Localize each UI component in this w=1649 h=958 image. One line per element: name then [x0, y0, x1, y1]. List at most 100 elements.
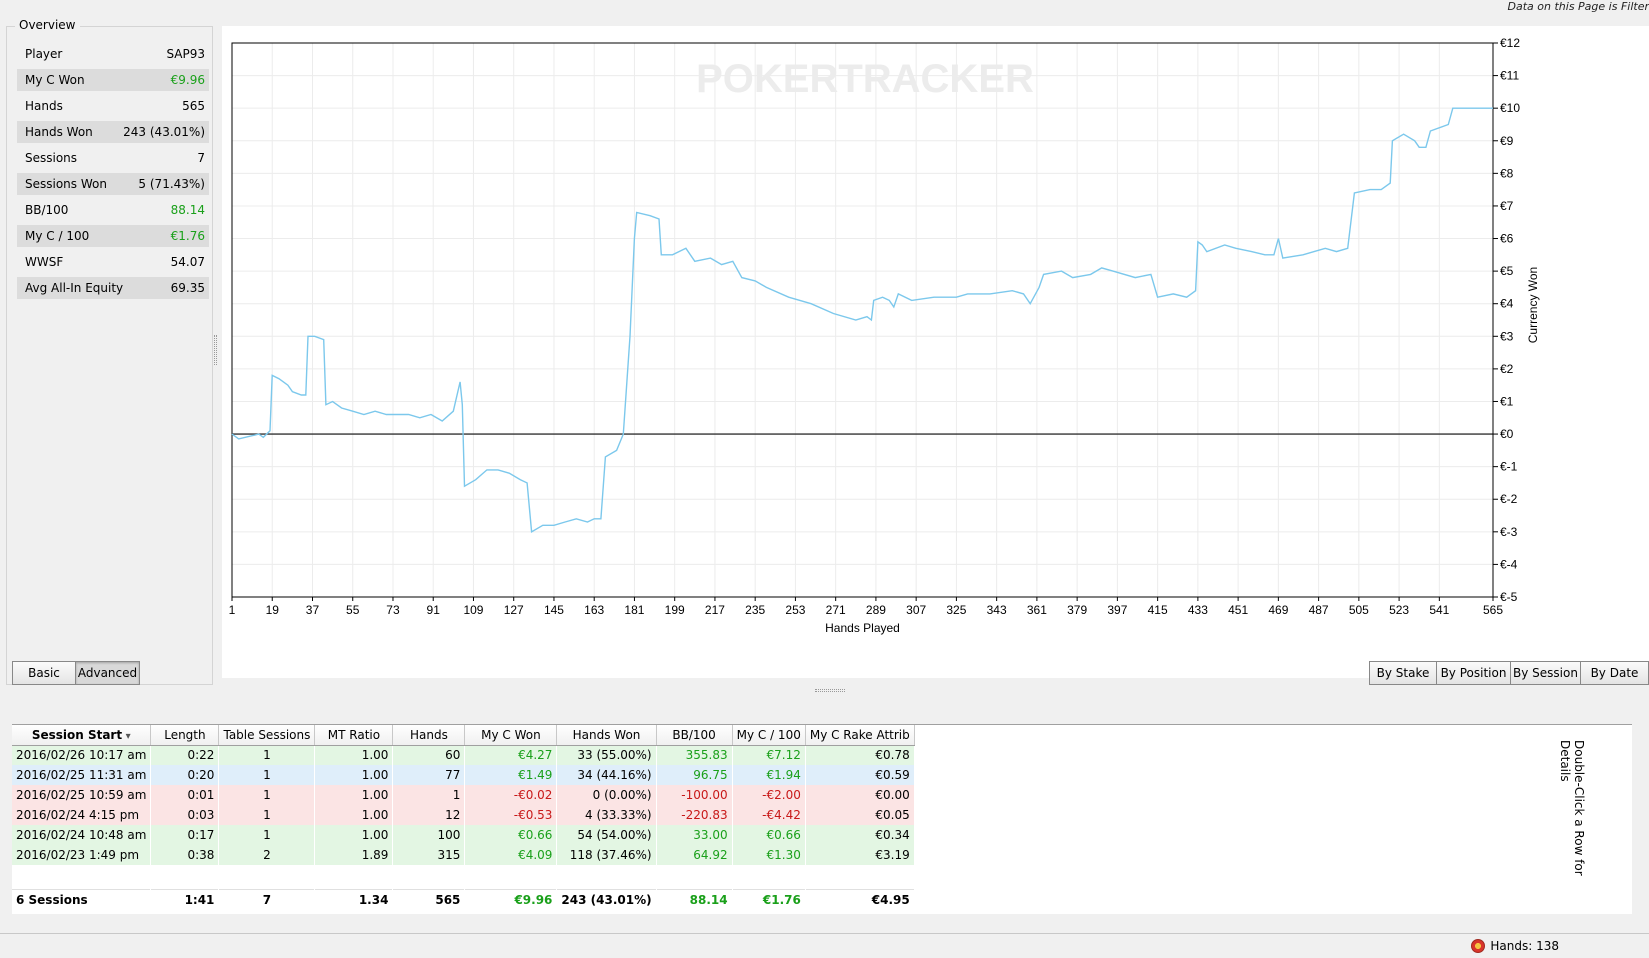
column-header[interactable]: My C Rake Attrib	[805, 725, 915, 746]
table-cell: €0.78	[805, 745, 915, 765]
y-tick-label: €10	[1500, 101, 1520, 115]
x-tick-label: 433	[1188, 603, 1208, 617]
table-row[interactable]: 2016/02/25 10:59 am 0:01 1 1.00 1 -€0.02 0 (0.…	[12, 785, 915, 805]
column-header[interactable]: My C / 100	[732, 725, 806, 746]
table-cell: €3.19	[805, 845, 915, 865]
table-cell: 1.00	[314, 785, 394, 805]
table-cell: 54 (54.00%)	[556, 825, 657, 845]
table-cell: 96.75	[656, 765, 733, 785]
horizontal-splitter-handle[interactable]	[815, 689, 845, 692]
tab-by-stake[interactable]: By Stake	[1369, 661, 1437, 685]
double-click-hint: Double-Click a Row for Details	[1558, 740, 1586, 890]
overview-row-label: Sessions	[25, 151, 78, 165]
x-tick-label: 469	[1268, 603, 1288, 617]
overview-row-label: Hands Won	[25, 125, 93, 139]
total-cell: 6 Sessions	[12, 888, 152, 911]
table-cell: 77	[392, 765, 466, 785]
y-tick-label: €12	[1500, 36, 1520, 50]
table-cell: 2016/02/25 11:31 am	[12, 765, 152, 785]
group-tabs: By Stake By Position By Session By Date	[1369, 661, 1649, 685]
column-header-label: BB/100	[672, 727, 716, 742]
vertical-splitter-handle[interactable]	[214, 335, 217, 365]
column-header-label: My C Rake Attrib	[809, 727, 910, 742]
overview-row-value: 565	[182, 99, 205, 113]
table-row[interactable]: 2016/02/25 11:31 am 0:20 1 1.00 77 €1.49 34 (4…	[12, 765, 915, 785]
column-header[interactable]: Hands	[392, 725, 466, 746]
table-cell: -220.83	[656, 805, 733, 825]
column-header[interactable]: Hands Won	[556, 725, 657, 746]
overview-row-value: 54.07	[170, 255, 205, 269]
x-tick-label: 163	[584, 603, 604, 617]
table-cell: 1.00	[314, 745, 394, 765]
y-tick-label: €11	[1500, 69, 1519, 83]
table-cell: 1.00	[314, 825, 394, 845]
status-bar: Hands: 138	[0, 933, 1649, 958]
column-header[interactable]: Table Sessions	[218, 725, 316, 746]
overview-row-value: €9.96	[170, 73, 205, 87]
table-cell: €1.30	[732, 845, 806, 865]
y-tick-label: €8	[1500, 166, 1514, 180]
table-row[interactable]: 2016/02/23 1:49 pm 0:38 2 1.89 315 €4.09 118 (…	[12, 845, 915, 865]
poker-chip-icon	[1471, 939, 1486, 953]
x-tick-label: 565	[1483, 603, 1503, 617]
x-axis-title: Hands Played	[825, 621, 900, 635]
total-cell: €4.95	[805, 888, 915, 911]
tab-by-position[interactable]: By Position	[1437, 661, 1511, 685]
table-cell: €0.66	[464, 825, 558, 845]
tab-by-date[interactable]: By Date	[1581, 661, 1649, 685]
x-tick-label: 73	[386, 603, 400, 617]
column-header[interactable]: MT Ratio	[314, 725, 394, 746]
column-header-label: Hands	[409, 727, 448, 742]
overview-row-label: WWSF	[25, 255, 64, 269]
table-spacer-row	[12, 865, 915, 889]
x-tick-label: 253	[785, 603, 805, 617]
overview-row-value: 5 (71.43%)	[138, 177, 205, 191]
column-header-label: Hands Won	[572, 727, 641, 742]
column-header[interactable]: My C Won	[464, 725, 558, 746]
table-cell: -€0.53	[464, 805, 558, 825]
table-row[interactable]: 2016/02/24 10:48 am 0:17 1 1.00 100 €0.66 54 (…	[12, 825, 915, 845]
column-header[interactable]: BB/100	[656, 725, 733, 746]
table-cell: 4 (33.33%)	[556, 805, 657, 825]
overview-row-label: Player	[25, 47, 63, 61]
y-tick-label: €4	[1500, 297, 1514, 311]
x-tick-label: 325	[946, 603, 966, 617]
tab-basic[interactable]: Basic	[12, 661, 76, 685]
plot-frame	[231, 42, 1494, 598]
winnings-chart: POKERTRACKER 1 19 37 55 73 91 109 127 145 163 181 19…	[229, 36, 1540, 635]
table-cell: €0.66	[732, 825, 806, 845]
table-row[interactable]: 2016/02/24 4:15 pm 0:03 1 1.00 12 -€0.53 4 (33…	[12, 805, 915, 825]
x-tick-label: 343	[987, 603, 1007, 617]
table-cell: €4.27	[464, 745, 558, 765]
overview-title: Overview	[15, 18, 80, 32]
tab-by-session[interactable]: By Session	[1511, 661, 1581, 685]
column-header[interactable]: Session Start ▾	[12, 725, 152, 746]
table-cell: 2016/02/23 1:49 pm	[12, 845, 152, 865]
x-tick-label: 55	[346, 603, 360, 617]
column-header-label: Session Start	[31, 727, 123, 742]
table-cell: 0:01	[150, 785, 220, 805]
x-tick-label: 91	[427, 603, 441, 617]
tab-advanced[interactable]: Advanced	[76, 661, 140, 685]
column-header-label: My C / 100	[736, 727, 801, 742]
table-cell: 12	[392, 805, 466, 825]
overview-row-value: 243 (43.01%)	[123, 125, 205, 139]
overview-row-label: Avg All-In Equity	[25, 281, 124, 295]
table-row[interactable]: 2016/02/26 10:17 am 0:22 1 1.00 60 €4.27 33 (5…	[12, 745, 915, 765]
sessions-table: Session Start ▾ Length Table Sessions MT Ra…	[12, 724, 1632, 914]
table-cell: 118 (37.46%)	[556, 845, 657, 865]
overview-row: BB/100 88.14	[17, 199, 209, 221]
x-tick-label: 523	[1389, 603, 1409, 617]
total-cell: 1.34	[314, 888, 394, 911]
table-cell: 1	[218, 825, 316, 845]
y-tick-label: €-4	[1500, 557, 1518, 571]
overview-row-label: My C / 100	[25, 229, 90, 243]
winnings-line	[231, 107, 1493, 533]
column-header[interactable]: Length	[150, 725, 220, 746]
x-tick-label: 109	[463, 603, 483, 617]
sort-arrow-icon: ▾	[122, 730, 131, 742]
overview-row: Sessions 7	[17, 147, 209, 169]
x-tick-label: 541	[1429, 603, 1449, 617]
table-cell: 1.00	[314, 765, 394, 785]
overview-row-label: BB/100	[25, 203, 69, 217]
